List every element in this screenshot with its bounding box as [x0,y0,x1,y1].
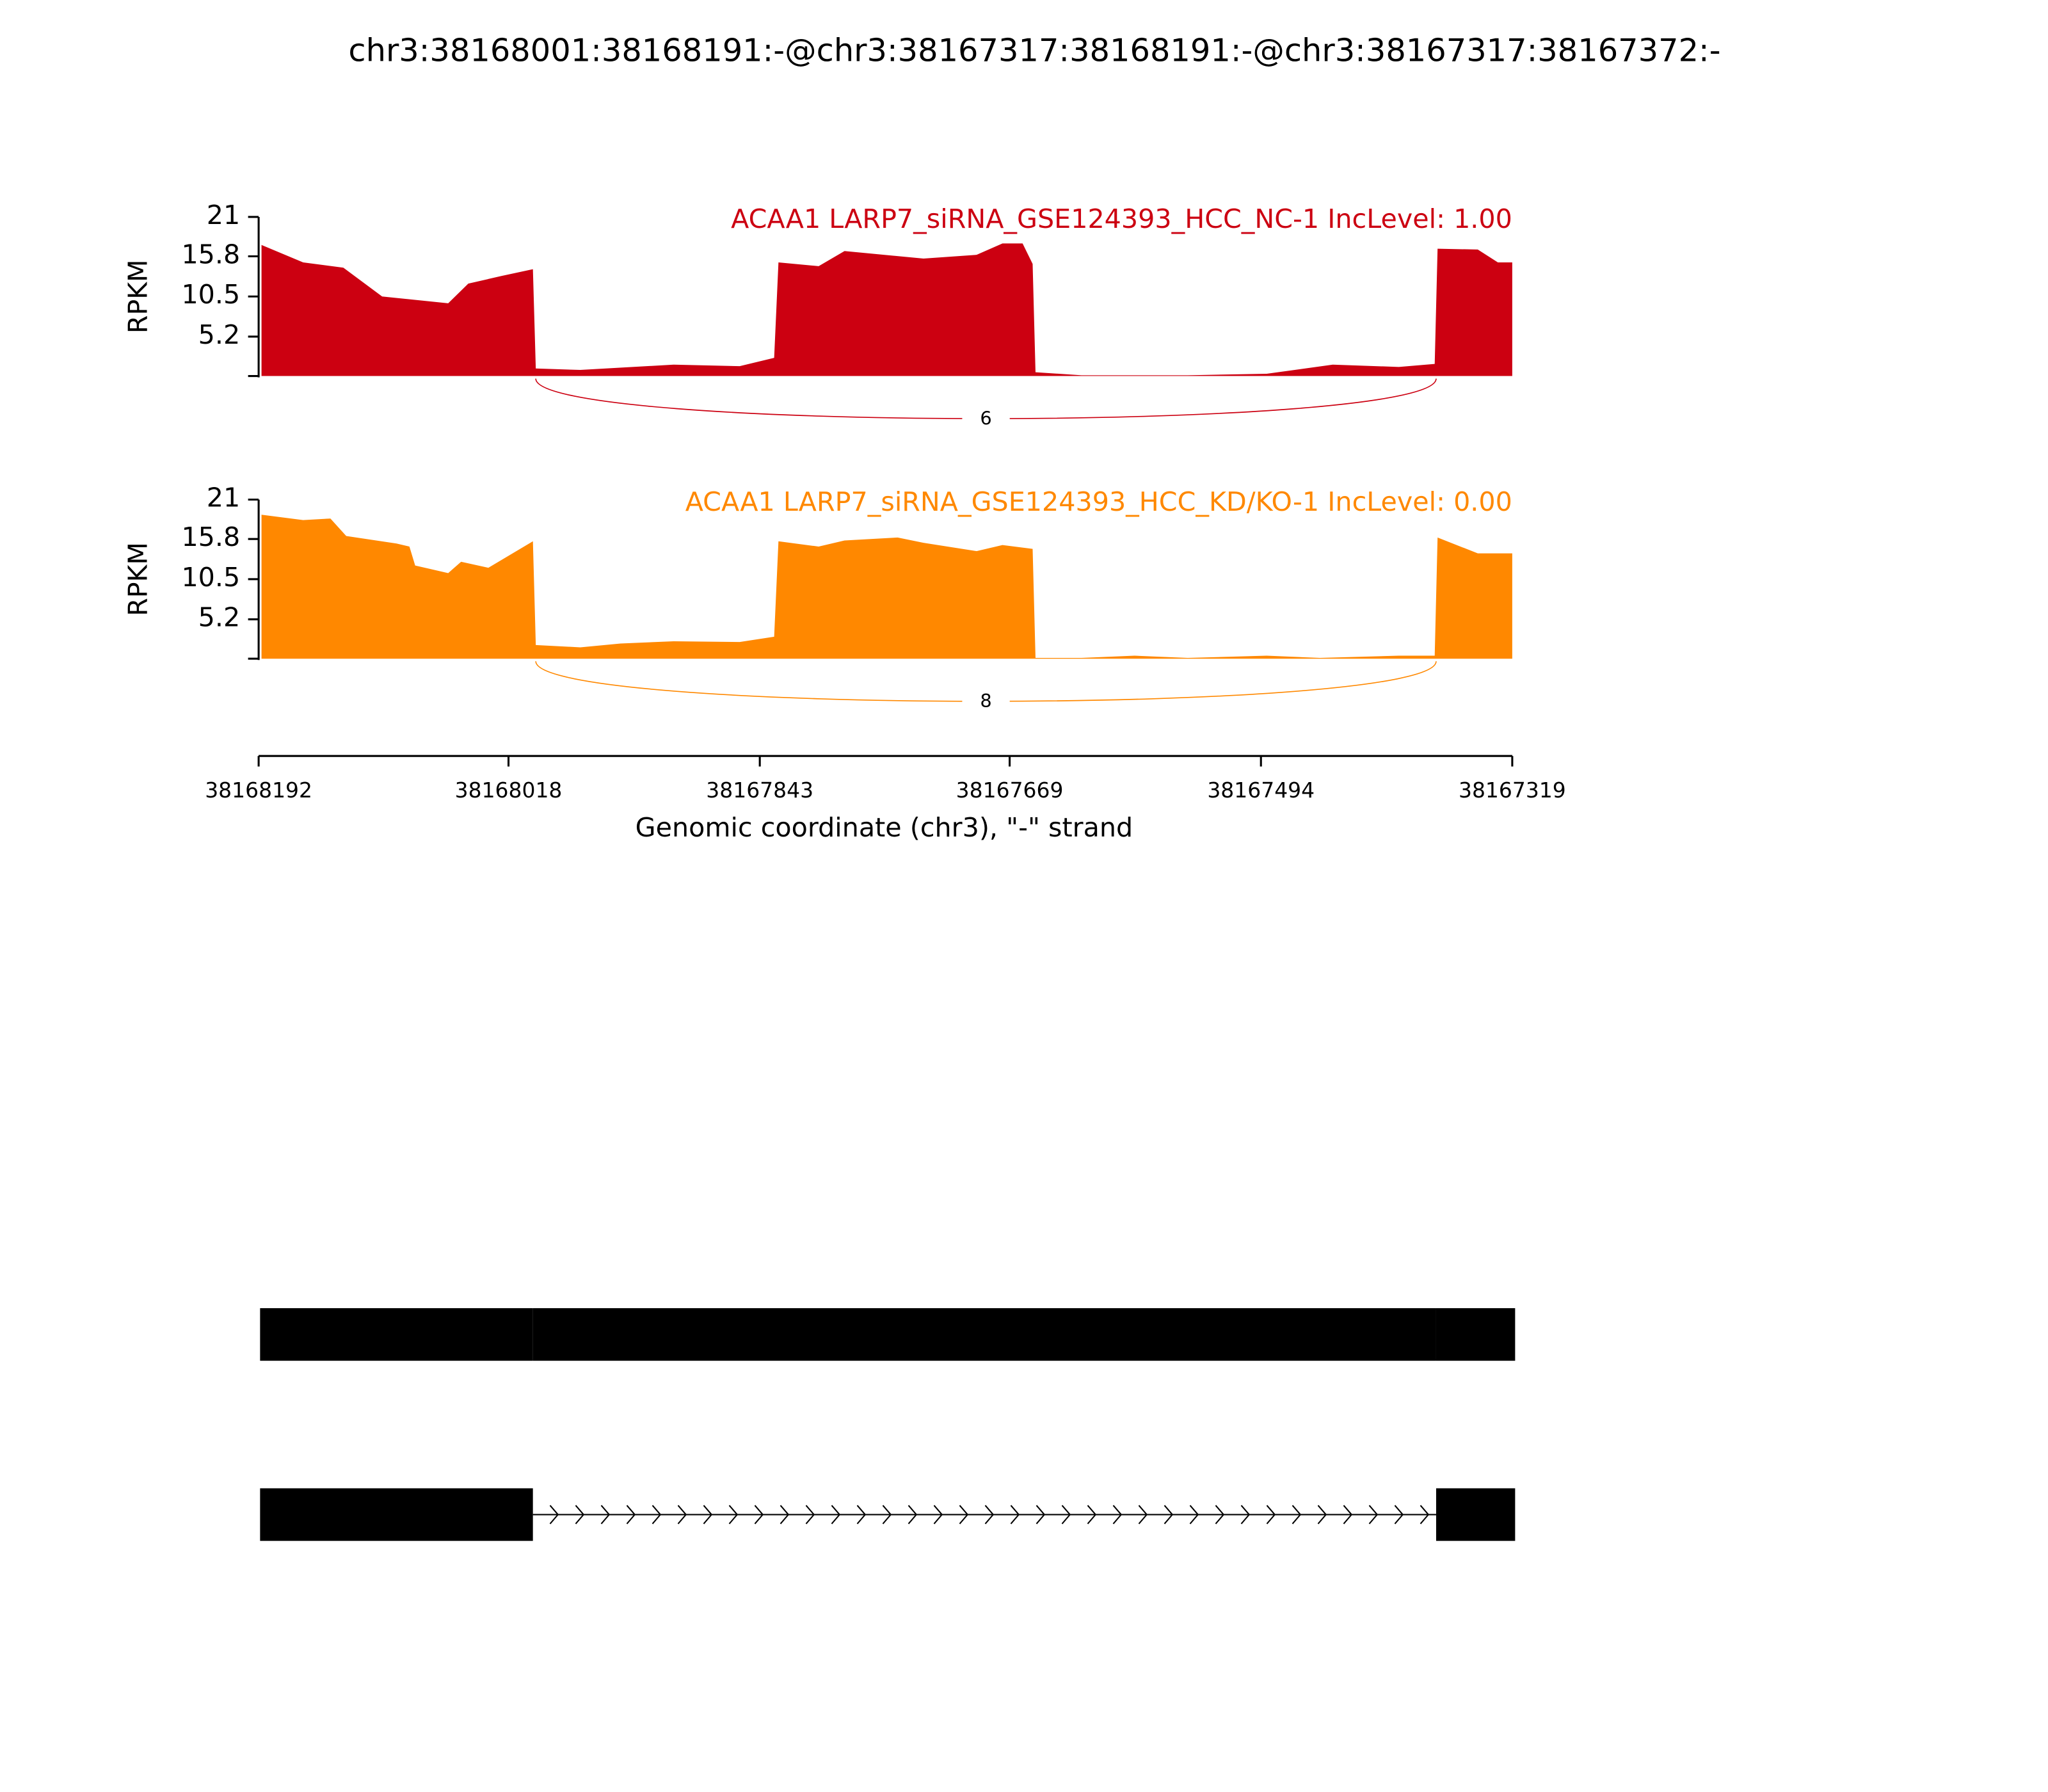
x-tick-label: 38167669 [956,778,1064,803]
exon [1436,1488,1516,1541]
strand-chevron [882,1505,892,1524]
junction-count: 6 [980,407,991,429]
strand-chevron [908,1505,918,1524]
y-tick-label: 21 [207,483,240,513]
strand-chevron [1343,1505,1353,1524]
track-label: ACAA1 LARP7_siRNA_GSE124393_HCC_NC-1 Inc… [731,204,1512,234]
strand-chevron [1368,1505,1379,1524]
strand-chevron [856,1505,867,1524]
strand-chevron [1010,1505,1020,1524]
strand-chevron [1138,1505,1148,1524]
strand-chevron [780,1505,790,1524]
strand-chevron [754,1505,764,1524]
strand-chevron [1036,1505,1046,1524]
exon [532,1308,1436,1361]
y-tick-label: 15.8 [181,522,240,552]
chart-title: chr3:38168001:38168191:-@chr3:38167317:3… [348,32,1720,69]
strand-chevron [959,1505,969,1524]
junction-label-bg [962,690,1010,712]
strand-chevron [1215,1505,1225,1524]
exon [260,1308,533,1361]
y-tick-label: 5.2 [198,319,241,350]
strand-chevron [831,1505,841,1524]
x-tick-label: 38167843 [706,778,813,803]
strand-chevron [1112,1505,1123,1524]
x-tick-label: 38168192 [205,778,312,803]
exon [1436,1308,1516,1361]
strand-chevron [728,1505,739,1524]
coverage-area [261,243,1512,376]
strand-chevron [1240,1505,1251,1524]
strand-chevron [1266,1505,1276,1524]
strand-chevron [1164,1505,1174,1524]
strand-chevron [1394,1505,1404,1524]
strand-chevron [1189,1505,1199,1524]
exon [260,1488,533,1541]
strand-chevron [677,1505,687,1524]
y-tick-label: 10.5 [181,562,240,593]
y-tick-label: 15.8 [181,239,240,270]
track-label: ACAA1 LARP7_siRNA_GSE124393_HCC_KD/KO-1 … [685,486,1512,517]
strand-chevron [703,1505,713,1524]
coverage-area [261,515,1512,659]
strand-chevron [652,1505,662,1524]
y-axis-label: RPKM [123,259,154,333]
y-tick-label: 21 [207,200,240,230]
strand-chevron [549,1505,559,1524]
strand-chevron [984,1505,995,1524]
x-axis-label: Genomic coordinate (chr3), "-" strand [636,812,1133,843]
strand-chevron [1061,1505,1071,1524]
strand-chevron [600,1505,611,1524]
strand-chevron [1292,1505,1302,1524]
strand-chevron [575,1505,585,1524]
strand-chevron [1317,1505,1327,1524]
strand-chevron [805,1505,815,1524]
junction-label-bg [962,407,1010,429]
strand-chevron [626,1505,636,1524]
strand-chevron [933,1505,943,1524]
strand-chevron [1420,1505,1430,1524]
x-tick-label: 38168018 [455,778,563,803]
x-tick-label: 38167319 [1459,778,1566,803]
y-tick-label: 5.2 [198,602,241,633]
x-tick-label: 38167494 [1207,778,1315,803]
y-axis-label: RPKM [123,542,154,616]
y-tick-label: 10.5 [181,279,240,310]
junction-count: 8 [980,690,991,712]
strand-chevron [1087,1505,1097,1524]
